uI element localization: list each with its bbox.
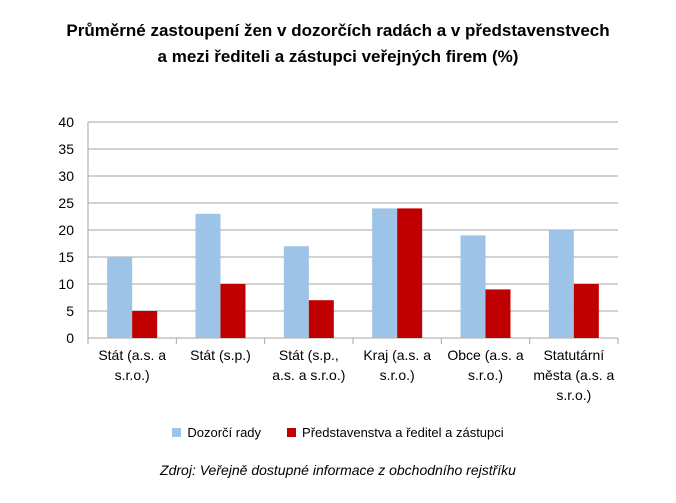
y-tick-label: 30 — [58, 168, 74, 184]
y-tick-label: 40 — [58, 114, 74, 130]
x-tick-label: Stát (a.s. a — [98, 347, 166, 363]
y-tick-label: 15 — [58, 249, 74, 265]
x-tick-label: s.r.o.) — [115, 367, 150, 383]
x-tick-label: Stát (s.p.) — [190, 347, 251, 363]
y-tick-label: 5 — [66, 303, 74, 319]
bar-dozorci-rady — [195, 213, 221, 338]
chart-title: Průměrné zastoupení žen v dozorčích radá… — [0, 18, 676, 70]
legend-swatch-predstavenstva — [287, 428, 297, 437]
bar-predstavenstva — [220, 284, 246, 338]
legend-label-dozorci-rady: Dozorčí rady — [187, 425, 262, 440]
bar-dozorci-rady — [372, 208, 398, 338]
y-tick-label: 0 — [66, 330, 74, 346]
bar-dozorci-rady — [548, 230, 574, 338]
legend-swatch-dozorci-rady — [172, 428, 182, 437]
bar-predstavenstva — [397, 208, 423, 338]
bar-dozorci-rady — [107, 257, 133, 338]
x-tick-label: s.r.o.) — [468, 367, 503, 383]
y-tick-label: 10 — [58, 276, 74, 292]
bar-predstavenstva — [308, 300, 334, 338]
x-tick-label: Statutární — [543, 347, 604, 363]
x-tick-label: s.r.o.) — [556, 387, 591, 403]
chart-title-line-1: Průměrné zastoupení žen v dozorčích radá… — [66, 21, 610, 40]
x-tick-label: Obce (a.s. a — [447, 347, 523, 363]
y-tick-label: 25 — [58, 195, 74, 211]
legend-item-dozorci-rady: Dozorčí rady — [172, 425, 261, 440]
chart-title-line-2: a mezi řediteli a zástupci veřejných fir… — [157, 47, 519, 66]
x-tick-label: Kraj (a.s. a — [363, 347, 431, 363]
x-tick-label: a.s. a s.r.o.) — [272, 367, 345, 383]
legend-label-predstavenstva: Představenstva a ředitel a zástupci — [302, 425, 504, 440]
bar-dozorci-rady — [460, 235, 486, 338]
legend: Dozorčí rady Představenstva a ředitel a … — [0, 425, 676, 440]
source-note: Zdroj: Veřejně dostupné informace z obch… — [160, 462, 516, 478]
y-tick-label: 35 — [58, 141, 74, 157]
bar-predstavenstva — [485, 289, 511, 338]
y-tick-label: 20 — [58, 222, 74, 238]
bar-predstavenstva — [132, 311, 158, 338]
legend-item-predstavenstva: Představenstva a ředitel a zástupci — [287, 425, 504, 440]
x-tick-label: města (a.s. a — [533, 367, 614, 383]
x-tick-label: s.r.o.) — [380, 367, 415, 383]
bar-predstavenstva — [573, 284, 599, 338]
bar-dozorci-rady — [283, 246, 309, 338]
x-tick-label: Stát (s.p., — [279, 347, 339, 363]
